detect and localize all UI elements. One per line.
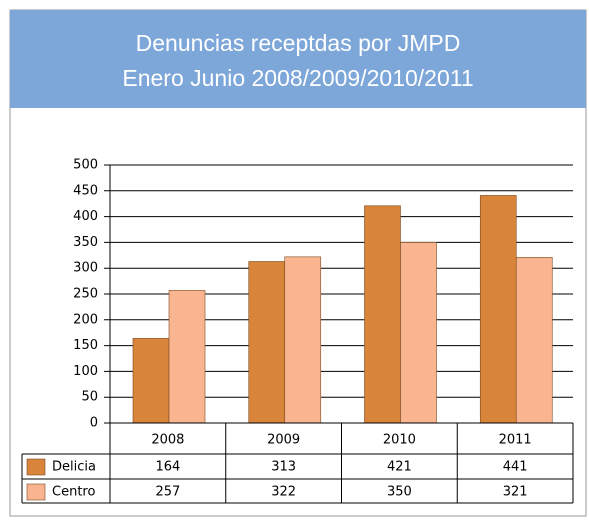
y-tick-label: 200 xyxy=(73,312,98,327)
table-value: 441 xyxy=(503,460,528,475)
legend-swatch xyxy=(26,458,46,476)
bar xyxy=(248,261,286,424)
y-tick-label: 450 xyxy=(73,183,98,198)
x-tick-label: 2008 xyxy=(151,433,184,448)
x-tick-label: 2009 xyxy=(267,433,300,448)
bar xyxy=(284,256,322,424)
y-tick-label: 50 xyxy=(81,390,98,405)
bar xyxy=(400,242,437,424)
y-tick-label: 150 xyxy=(73,338,98,353)
legend-label: Delicia xyxy=(52,460,96,475)
table-value: 313 xyxy=(271,460,296,475)
chart-subtitle: Enero Junio 2008/2009/2010/2011 xyxy=(122,65,473,91)
y-tick-label: 500 xyxy=(73,158,98,173)
x-tick-label: 2010 xyxy=(383,433,416,448)
table-value: 322 xyxy=(271,485,296,500)
table-value: 321 xyxy=(503,485,528,500)
chart-title: Denuncias receptdas por JMPD xyxy=(136,30,461,56)
bar xyxy=(132,338,170,424)
table-value: 421 xyxy=(387,460,412,475)
table-value: 350 xyxy=(387,485,412,500)
y-tick-label: 100 xyxy=(73,364,98,379)
y-tick-label: 350 xyxy=(73,235,98,250)
y-tick-label: 250 xyxy=(73,287,98,302)
title-band xyxy=(10,10,586,108)
bar xyxy=(364,205,401,424)
bar xyxy=(168,290,206,424)
bar xyxy=(479,195,517,424)
legend-swatch xyxy=(26,483,46,501)
x-tick-label: 2011 xyxy=(499,433,532,448)
legend-label: Centro xyxy=(52,485,95,500)
table-value: 257 xyxy=(155,485,180,500)
table-value: 164 xyxy=(155,460,180,475)
y-tick-label: 400 xyxy=(73,209,98,224)
bar xyxy=(515,257,553,424)
y-tick-label: 300 xyxy=(73,261,98,276)
y-tick-label: 0 xyxy=(90,416,98,431)
